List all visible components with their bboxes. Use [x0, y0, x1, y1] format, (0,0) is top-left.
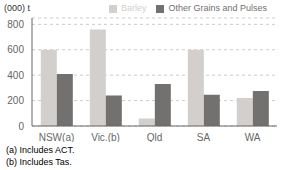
svg-text:NSW(a): NSW(a)	[39, 132, 75, 142]
svg-text:200: 200	[7, 95, 24, 106]
svg-text:800: 800	[7, 19, 24, 30]
svg-text:SA: SA	[197, 132, 211, 142]
svg-text:600: 600	[7, 44, 24, 55]
html-text:(a) Includes ACT.: (a) Includes ACT.	[6, 145, 75, 155]
svg-text:Qld: Qld	[147, 132, 163, 142]
svg-text:400: 400	[7, 70, 24, 81]
html-text:(000) t: (000) t	[4, 3, 30, 13]
html-text:(b) Includes Tas.: (b) Includes Tas.	[6, 157, 72, 167]
svg-text:Vic.(b): Vic.(b)	[91, 132, 120, 142]
html-text:Other Grains and Pulses: Other Grains and Pulses	[168, 3, 267, 13]
html-text:Barley: Barley	[120, 3, 147, 13]
svg-text:0: 0	[18, 121, 24, 132]
svg-text:WA: WA	[245, 132, 261, 142]
